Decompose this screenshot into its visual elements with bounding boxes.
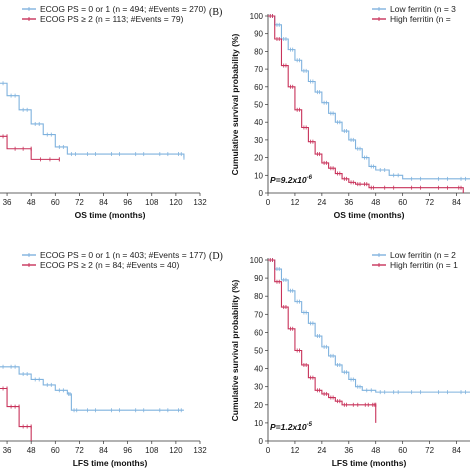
y-tick-label: 40	[254, 365, 263, 374]
panel-d: 0 12 24 36 48 60 72 84 0 10 20 30 40 50 60 70 80 90 100 LFS…	[209, 250, 470, 468]
x-tick-label: 48	[27, 198, 36, 207]
survival-curve-series-1	[268, 15, 470, 180]
x-tick-label: 132	[193, 446, 207, 455]
x-tick-label: 36	[3, 198, 12, 207]
y-tick-label: 20	[254, 401, 263, 410]
x-tick-label: 72	[75, 198, 84, 207]
panel-a: 36 48 60 72 84 96 108 120 132 OS time (months) ECO…	[0, 4, 207, 220]
x-tick-label: 84	[99, 446, 108, 455]
panel-b: 0 12 24 36 48 60 72 84 0 10 20 30 40 50 60 70 80 90 100 OS …	[209, 4, 470, 220]
legend-label: ECOG PS = 0 or 1 (n = 403; #Events = 177…	[40, 250, 206, 260]
y-tick-label: 30	[254, 136, 263, 145]
y-tick-label: 50	[254, 101, 263, 110]
panel-label: (D)	[209, 251, 223, 262]
x-tick-label: 96	[123, 198, 132, 207]
survival-curve-series-1	[0, 82, 185, 158]
survival-curve-series-2	[0, 135, 60, 160]
x-tick-label: 0	[266, 446, 271, 455]
x-tick-label: 48	[27, 446, 36, 455]
y-tick-label: 0	[259, 437, 264, 446]
legend-label: Low ferritin (n = 2	[390, 250, 456, 260]
y-tick-label: 10	[254, 419, 263, 428]
panel-label: (B)	[209, 7, 222, 18]
x-tick-label: 36	[344, 446, 353, 455]
x-tick-label: 48	[371, 446, 380, 455]
x-tick-label: 48	[371, 198, 380, 207]
x-tick-label: 84	[99, 198, 108, 207]
x-tick-label: 36	[3, 446, 12, 455]
p-value-exponent: -6	[307, 175, 313, 181]
legend-label: Low ferritin (n = 3	[390, 4, 456, 14]
x-tick-label: 12	[290, 198, 299, 207]
x-tick-label: 0	[266, 198, 271, 207]
x-tick-label: 120	[169, 198, 183, 207]
x-tick-label: 72	[75, 446, 84, 455]
y-axis-title: Cumulative survival probability (%)	[230, 279, 240, 421]
legend-label: High ferritin (n = 1	[390, 260, 458, 270]
survival-curve-series-2	[268, 259, 377, 423]
x-tick-label: 120	[169, 446, 183, 455]
y-tick-label: 60	[254, 83, 263, 92]
x-tick-label: 24	[317, 446, 326, 455]
x-axis-title: LFS time (months)	[332, 458, 407, 468]
survival-curve-series-2	[268, 15, 464, 193]
survival-curve-series-2	[0, 387, 32, 441]
x-tick-label: 60	[51, 198, 60, 207]
y-axis-title: Cumulative survival probability (%)	[230, 33, 240, 175]
y-tick-label: 30	[254, 383, 263, 392]
x-axis-title: LFS time (months)	[73, 458, 148, 468]
y-tick-label: 10	[254, 171, 263, 180]
y-tick-label: 50	[254, 347, 263, 356]
x-tick-label: 96	[123, 446, 132, 455]
legend-label: ECOG PS = 0 or 1 (n = 494; #Events = 270…	[40, 4, 206, 14]
x-tick-label: 72	[425, 198, 434, 207]
y-tick-label: 80	[254, 292, 263, 301]
panel-c: 36 48 60 72 84 96 108 120 132 LFS time (months) EC…	[0, 250, 207, 468]
x-tick-label: 24	[317, 198, 326, 207]
y-tick-label: 90	[254, 30, 263, 39]
survival-curve-series-1	[0, 366, 184, 411]
x-tick-label: 84	[452, 198, 461, 207]
x-tick-label: 84	[452, 446, 461, 455]
y-tick-label: 0	[259, 189, 264, 198]
y-tick-label: 70	[254, 310, 263, 319]
y-tick-label: 100	[250, 12, 264, 21]
p-value-label: P=1.2x10-5	[270, 422, 313, 432]
p-value-label: P=9.2x10-6	[270, 175, 313, 185]
x-tick-label: 72	[425, 446, 434, 455]
y-tick-label: 90	[254, 274, 263, 283]
legend-label: ECOG PS ≥ 2 (n = 84; #Events = 40)	[40, 260, 179, 270]
legend-label: ECOG PS ≥ 2 (n = 113; #Events = 79)	[40, 14, 184, 24]
x-tick-label: 108	[145, 446, 159, 455]
y-tick-label: 100	[250, 256, 264, 265]
x-tick-label: 132	[193, 198, 207, 207]
y-tick-label: 80	[254, 47, 263, 56]
y-tick-label: 70	[254, 65, 263, 74]
x-axis-title: OS time (months)	[75, 210, 146, 220]
survival-curve-series-1	[268, 259, 470, 393]
y-tick-label: 20	[254, 154, 263, 163]
x-tick-label: 60	[51, 446, 60, 455]
p-value-exponent: -5	[307, 422, 313, 428]
legend-label: High ferritin (n =	[390, 14, 451, 24]
x-tick-label: 60	[398, 198, 407, 207]
x-tick-label: 108	[145, 198, 159, 207]
x-tick-label: 36	[344, 198, 353, 207]
x-axis-title: OS time (months)	[334, 210, 405, 220]
x-tick-label: 60	[398, 446, 407, 455]
x-tick-label: 12	[290, 446, 299, 455]
y-tick-label: 60	[254, 328, 263, 337]
y-tick-label: 40	[254, 118, 263, 127]
